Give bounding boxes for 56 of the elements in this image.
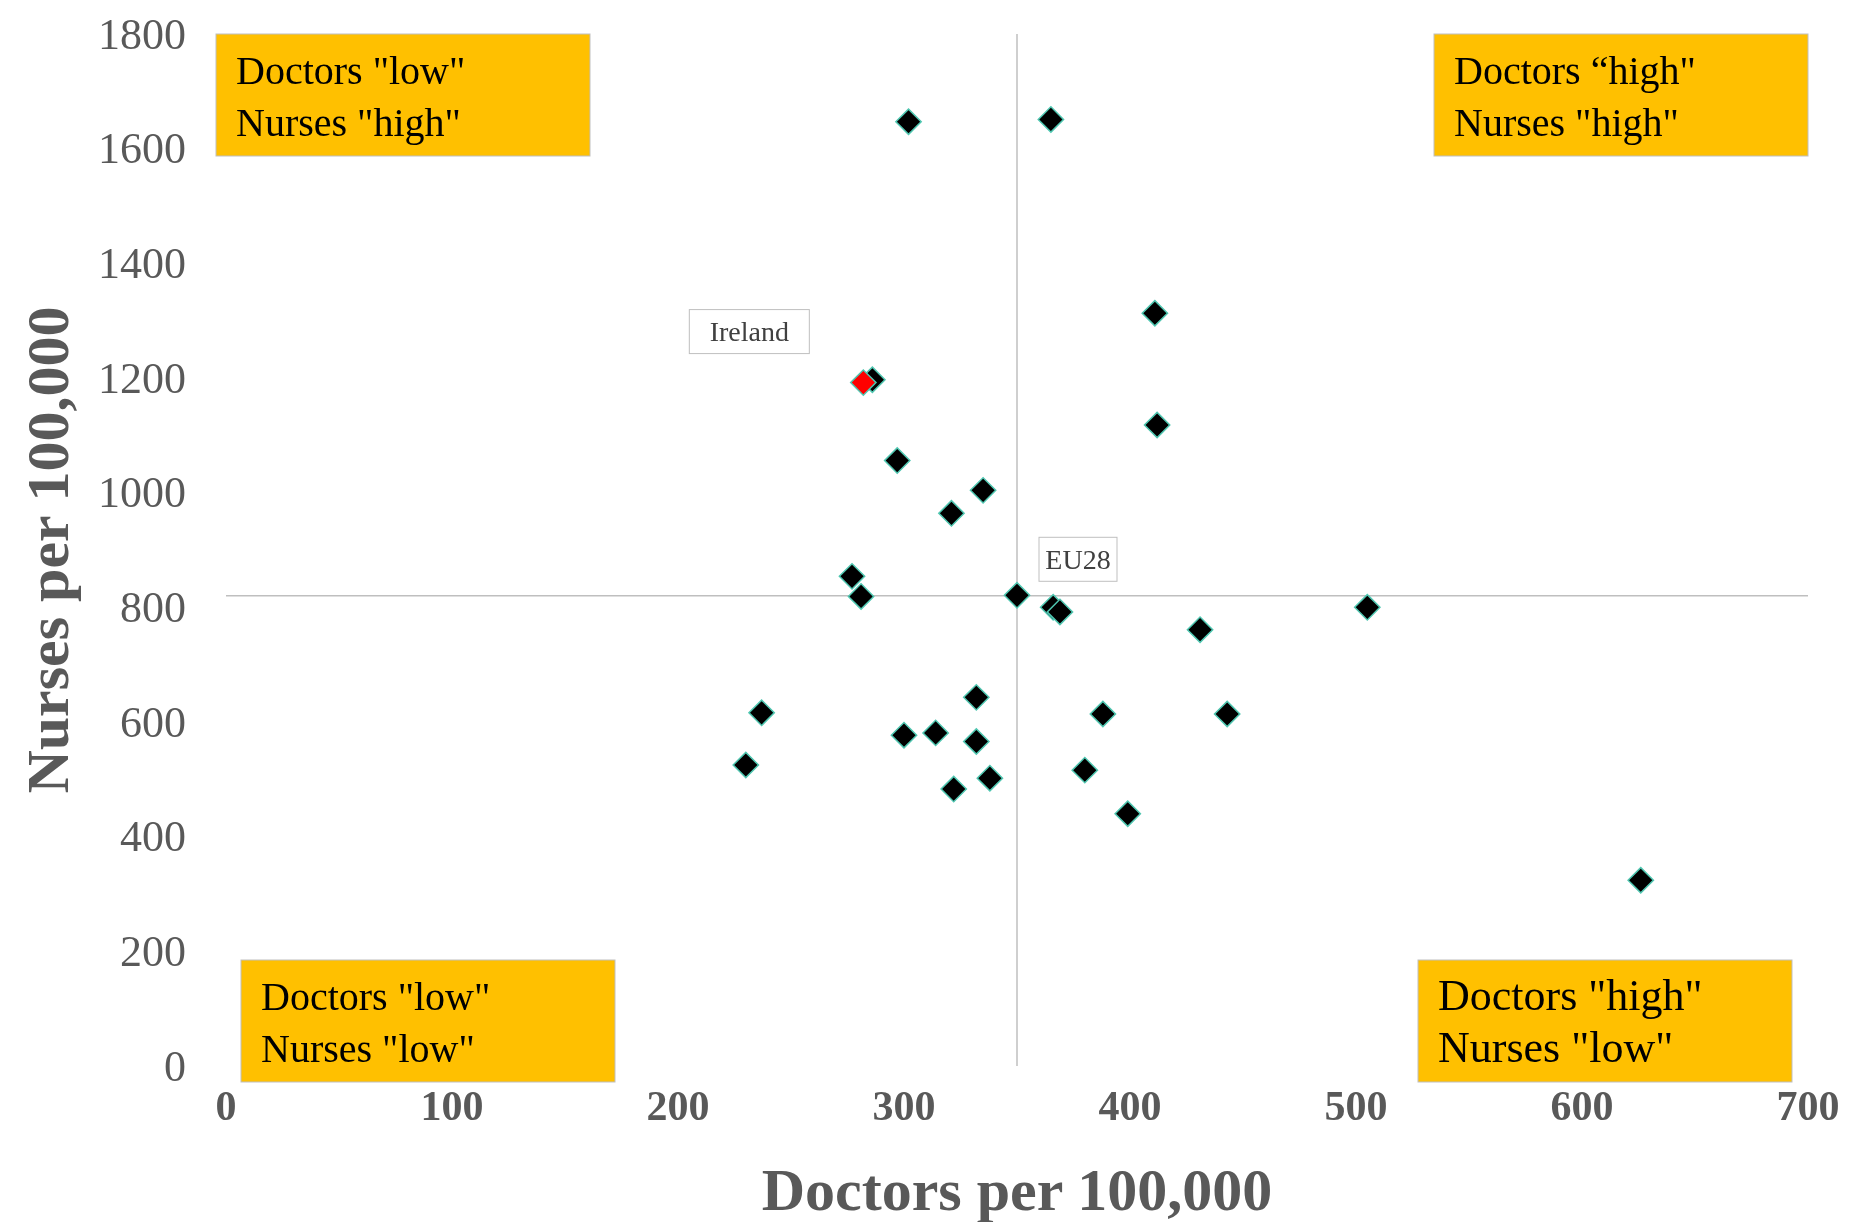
x-tick-label: 600: [1550, 1083, 1614, 1129]
point: [748, 699, 776, 727]
annotation: EU28: [1045, 543, 1111, 575]
point: [847, 583, 875, 610]
y-tick-label: 1800: [98, 9, 186, 59]
x-tick-label: 100: [420, 1083, 484, 1129]
quadrant-label-box: Doctors "low" Nurses "low": [240, 959, 616, 1083]
point: [922, 719, 950, 747]
point: [1213, 700, 1241, 728]
y-tick-label: 400: [120, 812, 186, 862]
x-tick-label: 700: [1776, 1083, 1840, 1129]
point: [969, 476, 997, 504]
point: [1114, 800, 1142, 828]
point: [1037, 106, 1065, 133]
annotation: Doctors "high" Nurses "low": [1438, 971, 1703, 1072]
x-tick-label: 400: [1098, 1083, 1162, 1129]
point: [895, 108, 922, 136]
annotation: Ireland: [709, 316, 789, 348]
annotation: Doctors "low" Nurses "low": [261, 974, 491, 1071]
point: [732, 751, 760, 779]
point: [940, 775, 968, 803]
point: [838, 562, 866, 590]
y-tick-label: 0: [164, 1041, 186, 1091]
y-tick-label: 1000: [98, 468, 186, 518]
quadrant-label-box: Doctors “high" Nurses "high": [1433, 33, 1809, 157]
annotation: Doctors “high" Nurses "high": [1454, 48, 1696, 145]
point: [938, 499, 965, 527]
point: [1003, 581, 1031, 609]
y-tick-label: 1400: [98, 238, 186, 288]
point: [1141, 299, 1169, 327]
point: [976, 764, 1004, 792]
point: [890, 721, 918, 749]
point: [1046, 598, 1074, 626]
point: [1071, 756, 1099, 784]
x-tick-label: 0: [215, 1083, 237, 1129]
y-tick-label: 1200: [98, 353, 186, 403]
x-tick-label: 500: [1324, 1083, 1388, 1129]
point: [883, 447, 911, 474]
point: [1627, 866, 1655, 894]
point: [1143, 411, 1171, 439]
point: [962, 728, 990, 755]
point: [1186, 616, 1214, 644]
y-tick-label: 200: [120, 926, 186, 976]
quadrant-label-box: Doctors "low" Nurses "high": [215, 33, 591, 157]
y-tick-label: 600: [120, 697, 186, 747]
annotation: Doctors "low" Nurses "high": [236, 48, 466, 145]
x-tick-label: 200: [646, 1083, 710, 1129]
point: [1089, 700, 1117, 728]
point: [962, 683, 990, 711]
point: [1353, 593, 1381, 621]
y-axis-title: Nurses per 100,000: [15, 306, 81, 794]
y-tick-label: 1600: [98, 124, 186, 174]
quadrant-label-box: Doctors "high" Nurses "low": [1417, 959, 1793, 1083]
y-tick-label: 800: [120, 582, 186, 632]
point: [849, 369, 877, 396]
x-tick-label: 300: [872, 1083, 936, 1129]
